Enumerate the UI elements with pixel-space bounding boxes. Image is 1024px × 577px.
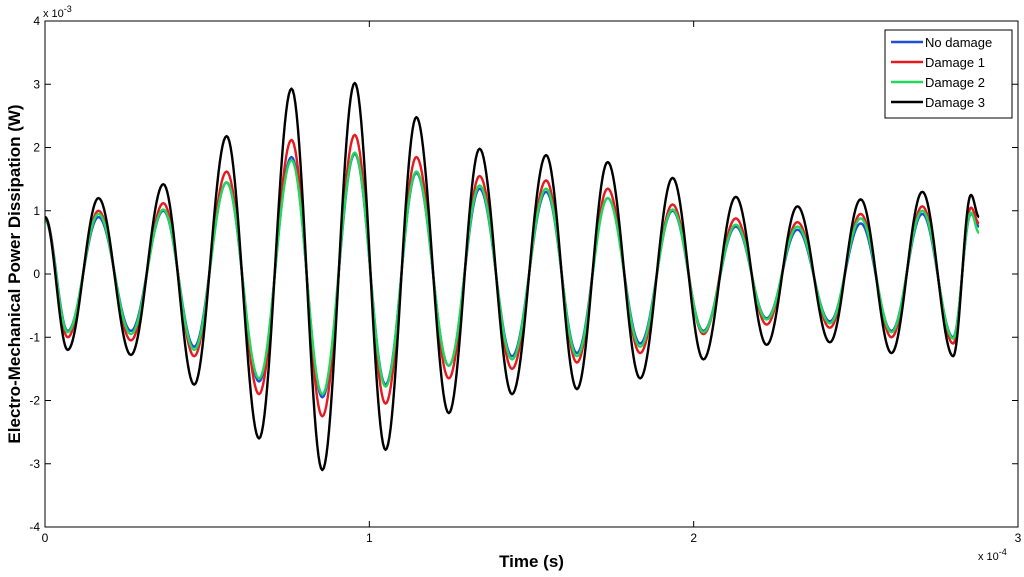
series-line-damage-2 <box>44 151 980 396</box>
y-tick-label: 4 <box>33 14 40 28</box>
legend-label-no-damage: No damage <box>925 35 992 50</box>
legend-box <box>884 29 1013 119</box>
series-line-no-damage <box>44 152 980 399</box>
y-tick-label: 1 <box>33 204 40 218</box>
x-axis-multiplier: x 10-4 <box>978 547 1007 563</box>
plot-frame <box>44 20 1019 528</box>
legend-label-damage-1: Damage 1 <box>925 55 985 70</box>
y-axis-title: Electro-Mechanical Power Dissipation (W) <box>5 104 24 443</box>
series-line-damage-3 <box>44 81 980 472</box>
x-axis-title: Time (s) <box>499 552 564 571</box>
y-tick-label: 2 <box>33 141 40 155</box>
x-tick-label: 1 <box>366 531 373 545</box>
legend-label-damage-2: Damage 2 <box>925 75 985 90</box>
y-tick-label: -1 <box>29 330 40 344</box>
plot-layer <box>44 81 980 472</box>
y-tick-label: -2 <box>29 394 40 408</box>
y-tick-label: -3 <box>29 457 40 471</box>
axes-layer <box>44 20 1019 528</box>
y-tick-label: 0 <box>33 267 40 281</box>
series-line-damage-1 <box>44 133 980 418</box>
ticks-layer: 0 1 2 3 -4 -3 -2 -1 0 1 2 3 4 <box>29 14 1021 545</box>
y-tick-label: 3 <box>33 77 40 91</box>
y-axis-multiplier: x 10-3 <box>43 4 72 20</box>
legend-label-damage-3: Damage 3 <box>925 95 985 110</box>
y-tick-label: -4 <box>29 520 40 534</box>
x-tick-label: 3 <box>1015 531 1022 545</box>
legend: No damage Damage 1 Damage 2 Damage 3 <box>884 29 1013 119</box>
x-tick-label: 0 <box>42 531 49 545</box>
x-tick-label: 2 <box>690 531 697 545</box>
